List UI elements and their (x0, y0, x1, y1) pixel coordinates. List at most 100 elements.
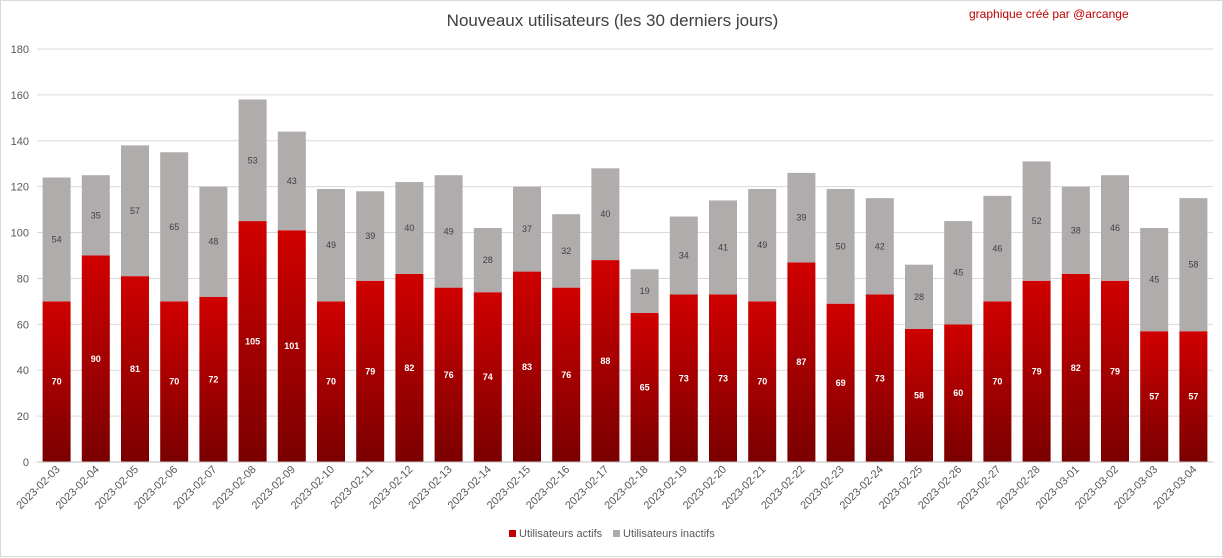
bar-inactive (983, 195, 1012, 302)
data-label-active: 82 (404, 363, 414, 373)
bar-inactive (787, 172, 816, 263)
bar-active (160, 301, 189, 462)
data-label-active: 88 (600, 356, 610, 366)
data-label-inactive: 48 (208, 237, 218, 247)
bar-active (1179, 331, 1208, 462)
bar-active (199, 296, 228, 462)
data-label-active: 70 (52, 377, 62, 387)
data-label-active: 81 (130, 364, 140, 374)
data-label-active: 60 (953, 388, 963, 398)
bar-active (669, 294, 698, 462)
data-label-inactive: 49 (326, 240, 336, 250)
data-label-active: 90 (91, 354, 101, 364)
data-label-active: 87 (796, 357, 806, 367)
bar-inactive (238, 99, 267, 222)
data-label-inactive: 54 (52, 234, 62, 244)
data-label-inactive: 50 (836, 241, 846, 251)
bar-inactive (473, 227, 502, 293)
data-label-active: 83 (522, 362, 532, 372)
y-tick-label: 0 (23, 457, 29, 469)
y-tick-label: 100 (11, 228, 29, 240)
data-label-inactive: 40 (600, 209, 610, 219)
bar-active (42, 301, 71, 462)
data-label-active: 76 (561, 370, 571, 380)
data-label-active: 79 (365, 366, 375, 376)
bar-inactive (865, 198, 894, 295)
data-label-inactive: 46 (992, 244, 1002, 254)
bar-active (591, 260, 620, 462)
bar-active (1101, 280, 1129, 462)
bar-inactive (552, 214, 581, 288)
bar-inactive (944, 221, 973, 325)
data-label-inactive: 49 (757, 240, 767, 250)
bar-inactive (1022, 161, 1051, 281)
bar-active (1061, 273, 1090, 462)
data-label-active: 70 (757, 377, 767, 387)
data-label-active: 72 (208, 374, 218, 384)
data-label-active: 101 (284, 341, 299, 351)
bar-active (826, 303, 855, 462)
data-label-inactive: 39 (365, 231, 375, 241)
data-label-inactive: 41 (718, 242, 728, 252)
bar-active (356, 280, 385, 462)
data-label-inactive: 57 (130, 206, 140, 216)
bar-inactive (905, 264, 933, 329)
y-tick-label: 60 (17, 319, 29, 331)
data-label-inactive: 39 (796, 213, 806, 223)
data-label-inactive: 45 (1149, 275, 1159, 285)
bar-active (238, 221, 267, 462)
bar-inactive (591, 168, 620, 261)
data-label-active: 58 (914, 390, 924, 400)
data-label-active: 70 (992, 377, 1002, 387)
data-label-active: 73 (679, 373, 689, 383)
data-label-inactive: 28 (914, 292, 924, 302)
data-label-active: 79 (1032, 366, 1042, 376)
bar-inactive (709, 200, 737, 295)
bar-inactive (434, 175, 463, 288)
y-tick-label: 120 (11, 182, 29, 194)
data-label-inactive: 52 (1032, 216, 1042, 226)
data-label-inactive: 53 (248, 155, 258, 165)
bar-inactive (160, 152, 189, 302)
data-label-inactive: 19 (640, 286, 650, 296)
data-label-active: 65 (640, 382, 650, 392)
legend-label: Utilisateurs actifs (519, 528, 603, 540)
bar-inactive (277, 131, 306, 231)
data-label-inactive: 65 (169, 222, 179, 232)
bar-inactive (1101, 175, 1129, 281)
bar-active (787, 262, 816, 462)
bar-inactive (1061, 186, 1090, 274)
data-label-active: 76 (444, 370, 454, 380)
y-tick-label: 180 (11, 44, 29, 56)
data-label-inactive: 37 (522, 224, 532, 234)
legend-swatch (613, 530, 620, 537)
data-label-active: 57 (1188, 392, 1198, 402)
bar-inactive (121, 145, 149, 277)
bar-inactive (317, 188, 345, 302)
bar-inactive (199, 186, 228, 297)
bar-inactive (513, 186, 541, 272)
data-label-inactive: 42 (875, 241, 885, 251)
bar-active (944, 324, 973, 462)
y-tick-label: 140 (11, 136, 29, 148)
legend-swatch (509, 530, 516, 537)
bar-active (473, 292, 502, 462)
data-label-inactive: 43 (287, 176, 297, 186)
bar-active (317, 301, 345, 462)
bar-inactive (1179, 198, 1208, 332)
bar-inactive (81, 175, 110, 256)
bar-inactive (42, 177, 71, 302)
bar-active (1022, 280, 1051, 462)
data-label-active: 74 (483, 372, 493, 382)
bar-active (121, 276, 149, 462)
data-label-inactive: 40 (404, 223, 414, 233)
bar-active (905, 328, 933, 462)
y-tick-label: 80 (17, 273, 29, 285)
data-label-inactive: 28 (483, 255, 493, 265)
bar-inactive (630, 269, 659, 313)
bar-inactive (356, 191, 385, 281)
bar-active (81, 255, 110, 462)
bar-active (277, 230, 306, 462)
